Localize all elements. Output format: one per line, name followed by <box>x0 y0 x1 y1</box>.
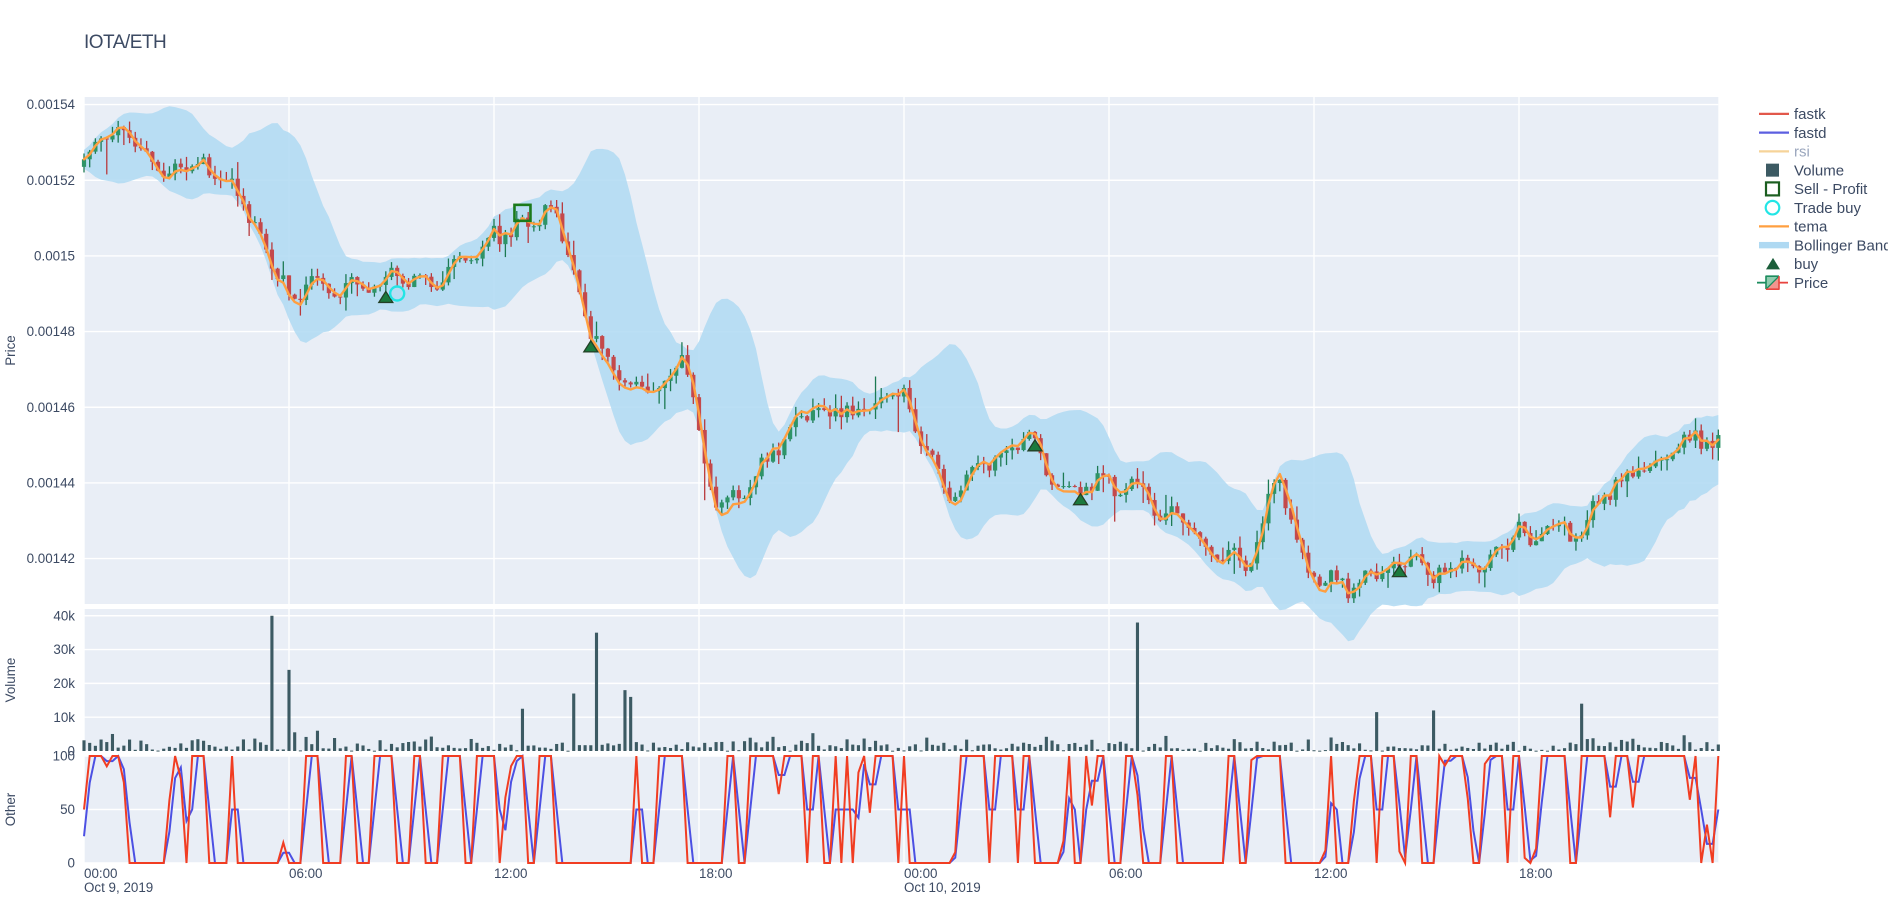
svg-text:00:00: 00:00 <box>904 866 938 881</box>
svg-text:Volume: Volume <box>3 658 18 703</box>
svg-text:12:00: 12:00 <box>494 866 528 881</box>
svg-text:0.00154: 0.00154 <box>27 97 76 112</box>
svg-text:30k: 30k <box>53 642 75 657</box>
svg-text:Volume: Volume <box>1794 162 1844 179</box>
svg-text:0: 0 <box>68 856 75 871</box>
svg-text:Price: Price <box>3 335 18 366</box>
svg-text:Sell - Profit: Sell - Profit <box>1794 181 1868 198</box>
svg-text:10k: 10k <box>53 710 75 725</box>
svg-text:00:00: 00:00 <box>84 866 118 881</box>
svg-text:20k: 20k <box>53 676 75 691</box>
svg-text:rsi: rsi <box>1794 144 1810 161</box>
svg-text:Price: Price <box>1794 275 1828 292</box>
svg-text:0.00144: 0.00144 <box>27 476 76 491</box>
svg-text:06:00: 06:00 <box>1109 866 1143 881</box>
svg-text:tema: tema <box>1794 219 1828 236</box>
svg-text:buy: buy <box>1794 256 1819 273</box>
svg-text:0.00152: 0.00152 <box>27 173 75 188</box>
svg-text:fastk: fastk <box>1794 106 1826 123</box>
svg-text:18:00: 18:00 <box>1519 866 1553 881</box>
svg-text:06:00: 06:00 <box>289 866 323 881</box>
svg-text:0.00146: 0.00146 <box>27 400 75 415</box>
svg-text:50: 50 <box>60 802 75 817</box>
svg-text:0.0015: 0.0015 <box>34 249 75 264</box>
svg-text:Oct 10, 2019: Oct 10, 2019 <box>904 880 981 895</box>
svg-text:fastd: fastd <box>1794 125 1827 142</box>
svg-text:100: 100 <box>53 749 75 764</box>
svg-text:18:00: 18:00 <box>699 866 733 881</box>
svg-text:Other: Other <box>3 792 18 826</box>
svg-text:40k: 40k <box>53 608 75 623</box>
svg-text:12:00: 12:00 <box>1314 866 1348 881</box>
svg-text:0.00142: 0.00142 <box>27 551 75 566</box>
svg-text:Oct 9, 2019: Oct 9, 2019 <box>84 880 153 895</box>
svg-text:Bollinger Band: Bollinger Band <box>1794 237 1888 254</box>
svg-text:Trade buy: Trade buy <box>1794 200 1861 217</box>
svg-text:0.00148: 0.00148 <box>27 324 75 339</box>
